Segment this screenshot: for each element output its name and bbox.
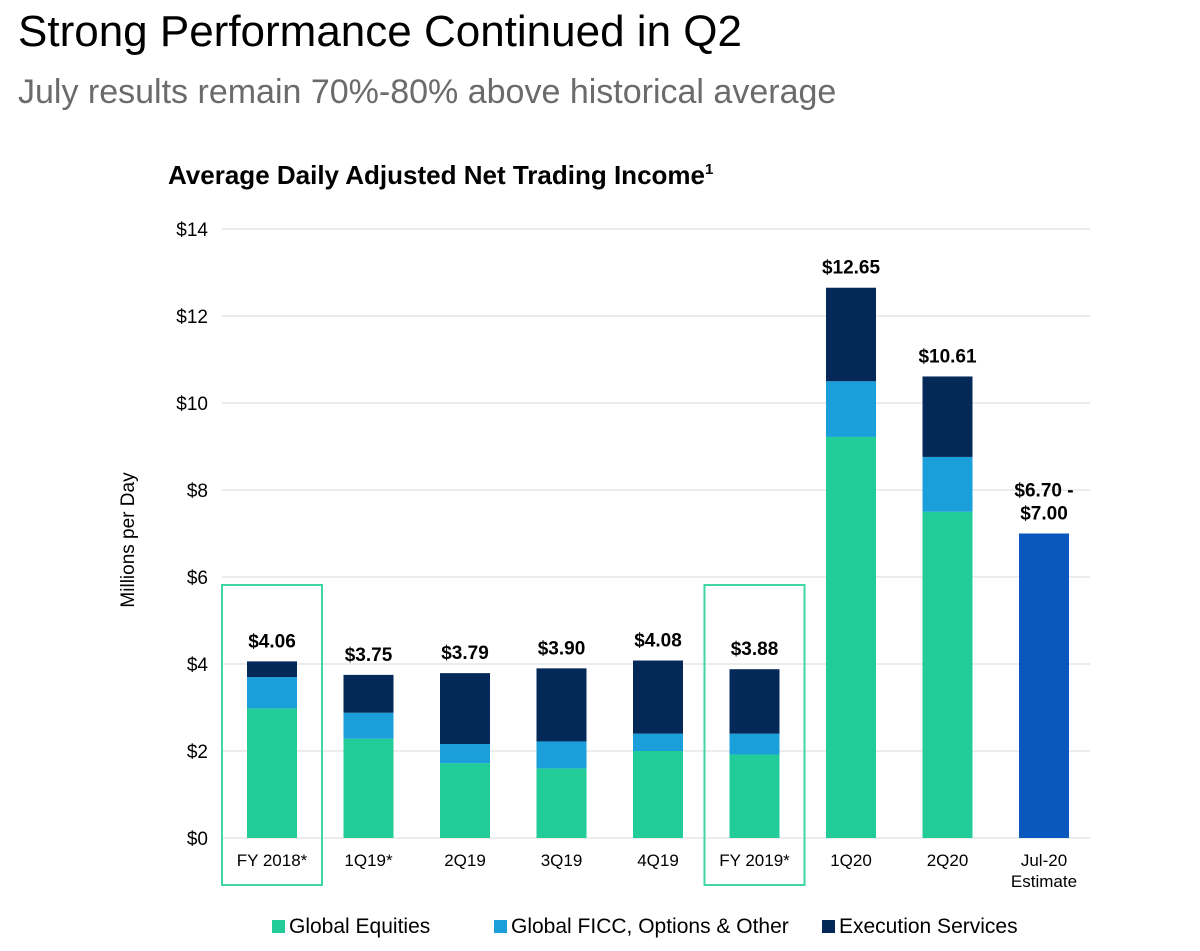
chart-title-text: Average Daily Adjusted Net Trading Incom…: [168, 160, 705, 190]
highlight-boxes: [221, 584, 806, 886]
data-label: $12.65: [822, 258, 881, 279]
x-tick-label: FY 2018*: [237, 851, 308, 870]
data-label: $4.06: [248, 631, 296, 652]
bar-global-ficc-options-other-7: [922, 456, 973, 512]
bar-global-equities-3: [536, 768, 587, 838]
data-label: $10.61: [918, 346, 977, 367]
bar-global-equities-5: [729, 754, 780, 838]
legend-label: Global Equities: [289, 915, 430, 938]
bar-execution-services-3: [536, 668, 587, 742]
x-tick-label: 3Q19: [541, 851, 583, 870]
highlight-box: [703, 584, 806, 886]
chart-title-footnote: 1: [705, 161, 713, 178]
bar-global-equities-4: [633, 751, 683, 838]
y-tick-label: $14: [176, 220, 208, 241]
legend-item: Execution Services: [822, 915, 1018, 938]
y-tick-label: $2: [187, 742, 208, 763]
bar-execution-services-2: [440, 673, 490, 745]
x-tick-label: Estimate: [1011, 872, 1077, 891]
bar-global-ficc-options-other-5: [729, 733, 780, 755]
y-tick-label: $10: [176, 394, 208, 415]
bars: [247, 287, 1069, 838]
bar-execution-services-1: [343, 674, 394, 713]
legend: Global Equities Global FICC, Options & Ot…: [272, 915, 1018, 938]
x-tick-label: 4Q19: [637, 851, 679, 870]
data-label: $3.88: [731, 639, 779, 660]
data-labels: $4.06 $3.75 $3.79 $3.90 $4.08 $3.88 $12.65 $10.…: [248, 258, 1073, 666]
bar-global-equities-6: [826, 436, 876, 838]
bar-global-ficc-options-other-3: [536, 741, 587, 769]
y-tick-label: $8: [187, 481, 208, 502]
x-tick-label: 2Q19: [444, 851, 486, 870]
bar-execution-services-6: [826, 287, 876, 382]
bar-global-equities-0: [247, 708, 297, 838]
bar-global-ficc-options-other-0: [247, 677, 297, 709]
legend-label: Execution Services: [839, 915, 1018, 938]
bar-jul-20-estimate-8: [1019, 533, 1069, 838]
bar-global-ficc-options-other-2: [440, 744, 490, 764]
legend-label: Global FICC, Options & Other: [511, 915, 789, 938]
bar-execution-services-7: [922, 376, 973, 457]
page-subtitle: July results remain 70%-80% above histor…: [18, 73, 837, 111]
x-tick-label: FY 2019*: [719, 851, 790, 870]
y-tick-label: $0: [187, 829, 208, 850]
bar-execution-services-0: [247, 661, 297, 678]
x-tick-label: 1Q19*: [344, 851, 393, 870]
data-label: $7.00: [1020, 504, 1068, 525]
x-tick-label: 1Q20: [830, 851, 872, 870]
data-label: $3.90: [538, 638, 586, 659]
y-tick-label: $4: [187, 655, 209, 676]
legend-swatch: [822, 920, 835, 933]
x-tick-label: Jul-20: [1021, 851, 1067, 870]
x-axis-labels: FY 2018* 1Q19* 2Q19 3Q19 4Q19 FY 2019* 1Q20 2Q2…: [237, 851, 1077, 891]
bar-global-equities-7: [922, 511, 973, 838]
highlight-box: [221, 584, 323, 886]
page-title: Strong Performance Continued in Q2: [18, 7, 742, 56]
bar-global-ficc-options-other-6: [826, 381, 876, 437]
legend-swatch: [494, 920, 507, 933]
bar-execution-services-4: [633, 660, 683, 734]
bar-global-ficc-options-other-1: [343, 712, 394, 739]
data-label: $4.08: [634, 631, 682, 652]
data-label: $3.79: [441, 643, 489, 664]
chart-title: Average Daily Adjusted Net Trading Incom…: [168, 160, 713, 190]
bar-global-ficc-options-other-4: [633, 733, 683, 751]
data-label: $6.70 -: [1014, 481, 1073, 502]
y-tick-label: $6: [187, 568, 208, 589]
legend-item: Global Equities: [272, 915, 430, 938]
legend-swatch: [272, 920, 285, 933]
bar-global-equities-2: [440, 763, 490, 838]
y-axis-label: Millions per Day: [118, 472, 139, 608]
bar-execution-services-5: [729, 669, 780, 734]
x-tick-label: 2Q20: [927, 851, 969, 870]
y-tick-label: $12: [176, 307, 208, 328]
legend-item: Global FICC, Options & Other: [494, 915, 789, 938]
bar-global-equities-1: [343, 738, 394, 838]
data-label: $3.75: [345, 645, 393, 666]
